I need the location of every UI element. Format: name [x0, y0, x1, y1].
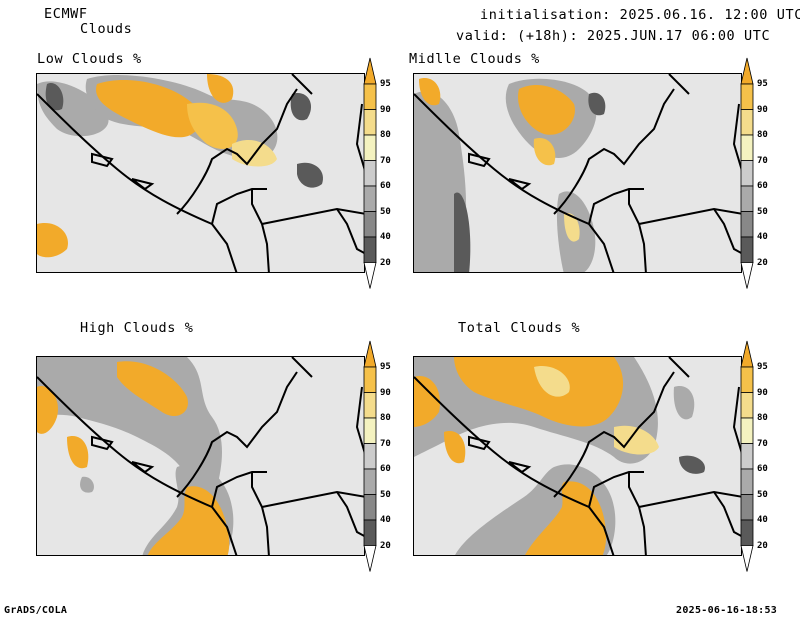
- colorbar-low: 95 90 80 70 60 50 40 20: [363, 57, 412, 290]
- colorbar-tick-label: 40: [380, 232, 391, 242]
- colorbar-segment: [363, 468, 377, 495]
- colorbar-scale: [740, 57, 754, 289]
- colorbar-tick-label: 95: [380, 79, 391, 89]
- colorbar-tick-label: 90: [757, 104, 768, 115]
- colorbar-tick-label: 40: [757, 515, 768, 525]
- colorbar-segment: [740, 160, 754, 187]
- colorbar-tick-label: 50: [380, 489, 391, 500]
- colorbar-tick-label: 95: [757, 79, 768, 89]
- colorbar-segment: [363, 83, 377, 110]
- colorbar-tick-label: 60: [757, 464, 768, 474]
- colorbar-tick-label: 40: [757, 232, 768, 242]
- colorbar-tick-label: 95: [757, 362, 768, 372]
- colorbar-segment: [740, 134, 754, 161]
- colorbar-top-arrow: [363, 57, 377, 85]
- colorbar-tick-label: 90: [380, 104, 391, 115]
- map-low-clouds: [36, 73, 365, 273]
- colorbar-segment: [740, 519, 754, 546]
- colorbar-segment: [740, 185, 754, 212]
- colorbar-segment: [363, 392, 377, 419]
- colorbar-segment: [740, 417, 754, 444]
- colorbar-segment: [740, 236, 754, 263]
- map-middle-clouds: [413, 73, 742, 273]
- colorbar-bottom-arrow: [363, 262, 377, 289]
- init-time: initialisation: 2025.06.16. 12:00 UTC: [480, 7, 800, 23]
- colorbar-segment: [363, 185, 377, 212]
- colorbar-tick-label: 60: [380, 181, 391, 191]
- colorbar-scale: [740, 340, 754, 572]
- colorbar-tick-label: 80: [757, 413, 768, 423]
- colorbar-tick-label: 70: [757, 438, 768, 449]
- colorbar-segment: [740, 109, 754, 136]
- colorbar-bottom-arrow: [363, 545, 377, 572]
- colorbar-high: 95 90 80 70 60 50 40 20: [363, 340, 412, 573]
- colorbar-segment: [363, 211, 377, 238]
- colorbar-segment: [740, 443, 754, 470]
- colorbar-top-arrow: [363, 340, 377, 368]
- colorbar-tick-label: 50: [380, 206, 391, 217]
- product-label: Clouds: [80, 21, 133, 37]
- colorbar-tick-label: 90: [380, 387, 391, 398]
- colorbar-top-arrow: [740, 57, 754, 85]
- colorbar-segment: [740, 83, 754, 110]
- colorbar-segment: [363, 109, 377, 136]
- colorbar-tick-label: 20: [380, 257, 391, 268]
- colorbar-tick-label: 20: [757, 257, 768, 268]
- colorbar-tick-label: 60: [380, 464, 391, 474]
- colorbar-tick-label: 80: [380, 130, 391, 140]
- colorbar-segment: [740, 366, 754, 393]
- colorbar-tick-label: 20: [757, 540, 768, 551]
- colorbar-segment: [740, 211, 754, 238]
- colorbar-total: 95 90 80 70 60 50 40 20: [740, 340, 789, 573]
- colorbar-segment: [363, 160, 377, 187]
- colorbar-scale: [363, 57, 377, 289]
- colorbar-tick-label: 50: [757, 489, 768, 500]
- colorbar-tick-label: 70: [757, 155, 768, 166]
- colorbar-tick-label: 80: [757, 130, 768, 140]
- colorbar-bottom-arrow: [740, 262, 754, 289]
- colorbar-segment: [363, 494, 377, 521]
- colorbar-segment: [363, 519, 377, 546]
- colorbar-segment: [363, 236, 377, 263]
- colorbar-tick-label: 70: [380, 155, 391, 166]
- colorbar-tick-label: 70: [380, 438, 391, 449]
- colorbar-tick-label: 90: [757, 387, 768, 398]
- colorbar-top-arrow: [740, 340, 754, 368]
- model-label: ECMWF: [44, 6, 88, 22]
- panel-title-low: Low Clouds %: [37, 51, 142, 67]
- colorbar-bottom-arrow: [740, 545, 754, 572]
- panel-title-total: Total Clouds %: [458, 320, 581, 336]
- colorbar-tick-label: 80: [380, 413, 391, 423]
- valid-time: valid: (+18h): 2025.JUN.17 06:00 UTC: [456, 28, 771, 44]
- colorbar-segment: [363, 134, 377, 161]
- colorbar-segment: [740, 468, 754, 495]
- map-total-clouds: [413, 356, 742, 556]
- colorbar-tick-label: 50: [757, 206, 768, 217]
- map-high-clouds: [36, 356, 365, 556]
- colorbar-tick-label: 60: [757, 181, 768, 191]
- panel-title-high: High Clouds %: [80, 320, 194, 336]
- colorbar-segment: [740, 494, 754, 521]
- colorbar-tick-label: 40: [380, 515, 391, 525]
- panel-title-mid: Midlle Clouds %: [409, 51, 540, 67]
- colorbar-segment: [363, 443, 377, 470]
- colorbar-scale: [363, 340, 377, 572]
- footer-software: GrADS/COLA: [4, 605, 68, 616]
- footer-timestamp: 2025-06-16-18:53: [676, 605, 778, 616]
- colorbar-mid: 95 90 80 70 60 50 40 20: [740, 57, 789, 290]
- colorbar-tick-label: 95: [380, 362, 391, 372]
- colorbar-segment: [363, 417, 377, 444]
- colorbar-segment: [740, 392, 754, 419]
- colorbar-tick-label: 20: [380, 540, 391, 551]
- colorbar-segment: [363, 366, 377, 393]
